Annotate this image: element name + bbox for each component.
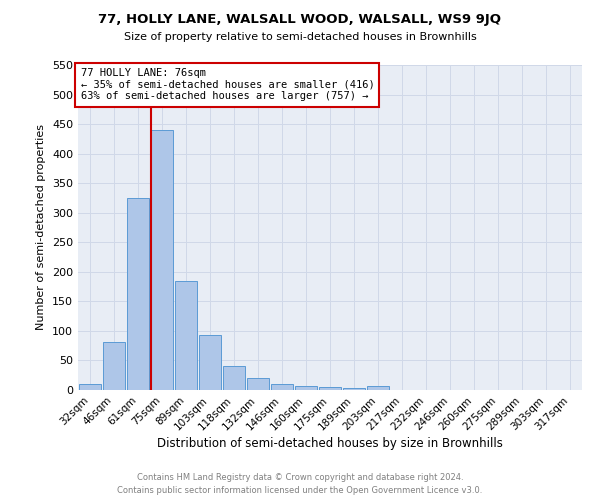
Bar [319, 387, 341, 390]
Text: Contains HM Land Registry data © Crown copyright and database right 2024.
Contai: Contains HM Land Registry data © Crown c… [118, 474, 482, 495]
Bar [367, 386, 389, 390]
Bar [127, 198, 149, 390]
Bar [79, 384, 101, 390]
Y-axis label: Number of semi-detached properties: Number of semi-detached properties [37, 124, 46, 330]
Bar [223, 366, 245, 390]
Text: 77, HOLLY LANE, WALSALL WOOD, WALSALL, WS9 9JQ: 77, HOLLY LANE, WALSALL WOOD, WALSALL, W… [98, 12, 502, 26]
Bar [175, 282, 197, 390]
Bar [199, 335, 221, 390]
X-axis label: Distribution of semi-detached houses by size in Brownhills: Distribution of semi-detached houses by … [157, 438, 503, 450]
Text: Size of property relative to semi-detached houses in Brownhills: Size of property relative to semi-detach… [124, 32, 476, 42]
Bar [343, 388, 365, 390]
Text: 77 HOLLY LANE: 76sqm
← 35% of semi-detached houses are smaller (416)
63% of semi: 77 HOLLY LANE: 76sqm ← 35% of semi-detac… [80, 68, 374, 102]
Bar [103, 342, 125, 390]
Bar [295, 386, 317, 390]
Bar [151, 130, 173, 390]
Bar [247, 378, 269, 390]
Bar [271, 384, 293, 390]
